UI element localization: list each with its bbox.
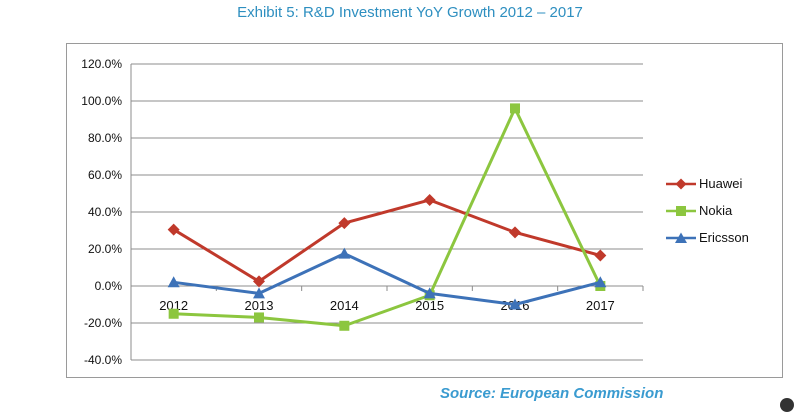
y-tick-label: 120.0% <box>81 57 122 71</box>
data-point-nokia <box>254 312 264 323</box>
series-line-nokia <box>173 106 602 328</box>
x-tick-label: 2015 <box>415 298 444 313</box>
legend: Huawei Nokia Ericsson <box>666 175 776 256</box>
chart-frame <box>66 43 783 378</box>
legend-item-huawei: Huawei <box>666 175 776 202</box>
data-point-huawei <box>253 275 265 288</box>
y-tick-label: -20.0% <box>84 316 122 330</box>
data-point-ericsson <box>338 247 351 259</box>
x-tick-label: 2017 <box>586 298 615 313</box>
y-tick-label: 80.0% <box>88 131 122 145</box>
legend-item-ericsson: Ericsson <box>666 229 776 256</box>
data-point-ericsson <box>509 298 521 310</box>
y-tick-label: 100.0% <box>81 94 122 108</box>
x-tick-label: 2014 <box>330 298 359 313</box>
data-point-huawei <box>509 226 521 239</box>
data-point-ericsson <box>253 287 265 299</box>
series-line-huawei <box>172 198 601 283</box>
data-point-nokia <box>339 320 350 331</box>
data-point-ericsson <box>423 287 436 299</box>
x-tick-label: 2012 <box>159 298 188 313</box>
legend-label-huawei: Huawei <box>699 176 743 191</box>
legend-label-nokia: Nokia <box>699 203 733 218</box>
data-point-huawei <box>167 223 180 236</box>
y-tick-label: 60.0% <box>88 168 122 182</box>
y-tick-label: 20.0% <box>88 242 122 256</box>
y-tick-label: -40.0% <box>84 353 122 367</box>
x-tick-label: 2013 <box>245 298 274 313</box>
legend-item-nokia: Nokia <box>666 202 776 229</box>
legend-swatch-huawei <box>666 178 696 190</box>
data-point-huawei <box>594 249 607 262</box>
data-point-huawei <box>423 193 436 206</box>
source-note: Source: European Commission <box>440 385 664 402</box>
series-line-ericsson <box>173 252 601 306</box>
data-point-huawei <box>338 217 351 230</box>
y-tick-label: 0.0% <box>95 279 123 293</box>
axes <box>130 64 644 360</box>
tick-labels: -40.0% -20.0% 0.0% 20.0% 40.0% 60.0% 80.0% 100.… <box>81 57 614 367</box>
series-lines <box>167 103 607 331</box>
data-point-ericsson <box>594 276 607 288</box>
legend-swatch-ericsson <box>666 232 696 243</box>
data-point-ericsson <box>167 276 180 288</box>
data-point-nokia <box>168 308 179 319</box>
chart-title: Exhibit 5: R&D Investment YoY Growth 201… <box>237 4 583 21</box>
legend-swatch-nokia <box>666 206 696 216</box>
legend-label-ericsson: Ericsson <box>699 230 749 245</box>
y-tick-label: 40.0% <box>88 205 122 219</box>
data-point-nokia <box>510 103 520 114</box>
corner-icon <box>780 398 794 412</box>
